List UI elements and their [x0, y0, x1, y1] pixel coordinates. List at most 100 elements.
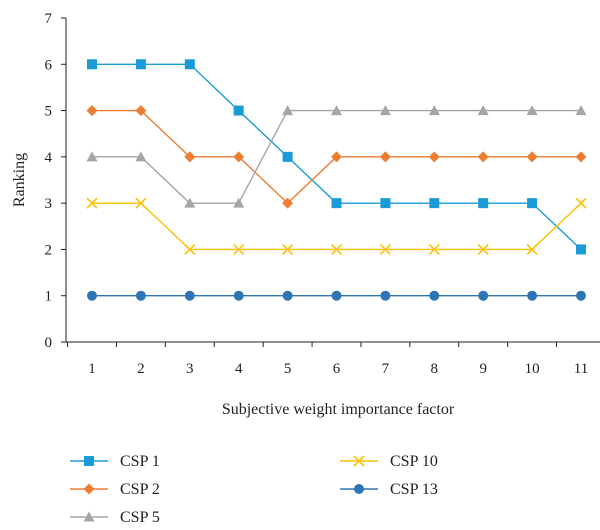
legend-item: CSP 1 [70, 453, 160, 470]
y-tick-label: 6 [45, 57, 53, 73]
series-csp-1 [87, 59, 586, 255]
data-point [575, 197, 587, 209]
data-point [575, 151, 587, 163]
series-csp-5 [86, 105, 587, 208]
legend-label: CSP 10 [390, 453, 438, 470]
x-tick-label: 8 [431, 361, 439, 377]
legend-label: CSP 2 [120, 481, 160, 498]
data-point [478, 198, 489, 209]
data-point [526, 151, 538, 163]
tick-labels: 0 1 2 3 4 5 6 7 1 2 3 4 5 6 7 8 9 10 11 [45, 11, 589, 377]
data-point [429, 290, 440, 301]
legend-item: CSP 2 [70, 481, 160, 498]
data-point [135, 290, 146, 301]
data-point [233, 197, 245, 208]
axes [61, 17, 600, 347]
data-point [282, 243, 294, 255]
legend-marker [83, 483, 95, 495]
data-point [233, 290, 244, 301]
data-point [282, 197, 294, 209]
legend-marker [353, 455, 365, 467]
data-point [428, 243, 440, 255]
legend-label: CSP 5 [120, 509, 160, 526]
data-point [135, 197, 147, 209]
y-tick-label: 4 [45, 150, 53, 166]
x-tick-label: 2 [137, 361, 145, 377]
data-point [379, 151, 391, 163]
data-point [135, 105, 147, 117]
series-csp-10 [86, 197, 587, 255]
data-point [576, 290, 586, 301]
data-point [379, 243, 391, 255]
data-point [379, 105, 391, 116]
data-point [87, 59, 97, 70]
x-tick-label: 4 [235, 361, 243, 377]
y-tick-label: 7 [45, 11, 53, 27]
data-point [233, 243, 245, 255]
data-point [184, 243, 196, 255]
series-csp-2 [86, 105, 587, 209]
series-line [92, 202, 582, 251]
data-point [330, 243, 343, 255]
data-point [233, 151, 245, 163]
x-tick-label: 6 [333, 361, 341, 377]
x-tick-label: 11 [574, 361, 588, 377]
data-point [86, 105, 98, 117]
legend-item: CSP 10 [340, 453, 438, 470]
x-tick-label: 7 [382, 361, 390, 377]
data-point [135, 151, 147, 162]
data-point [526, 105, 538, 116]
data-point [429, 198, 440, 209]
legend-label: CSP 13 [390, 481, 438, 498]
data-point [527, 198, 538, 209]
y-tick-label: 3 [45, 196, 53, 212]
data-point [575, 105, 587, 116]
y-tick-label: 1 [45, 289, 53, 305]
data-point [527, 290, 538, 301]
data-point [576, 244, 586, 255]
legend: CSP 1 CSP 2 CSP 5 CSP 10 CSP 13 [70, 453, 438, 526]
data-point [282, 105, 294, 116]
data-point [477, 105, 489, 116]
legend-label: CSP 1 [120, 453, 160, 470]
x-tick-label: 1 [88, 361, 96, 377]
data-point [428, 151, 440, 163]
data-point [477, 151, 489, 163]
data-point [380, 198, 391, 209]
legend-marker [84, 456, 94, 466]
data-point [478, 290, 489, 301]
series-layer [86, 59, 587, 301]
data-point [331, 290, 342, 301]
data-point [233, 105, 244, 116]
y-tick-label: 2 [45, 242, 53, 258]
data-point [184, 290, 195, 301]
legend-item: CSP 5 [70, 509, 160, 526]
series-csp-13 [87, 290, 586, 301]
data-point [184, 197, 196, 208]
data-point [86, 151, 98, 162]
x-axis-title: Subjective weight importance factor [222, 401, 455, 418]
legend-marker [354, 484, 364, 494]
legend-marker [83, 511, 95, 522]
data-point [87, 290, 97, 301]
data-point [331, 198, 342, 209]
data-point [380, 290, 391, 301]
y-tick-label: 5 [45, 104, 53, 120]
data-point [184, 151, 196, 163]
x-tick-label: 5 [284, 361, 292, 377]
x-tick-label: 3 [186, 361, 194, 377]
data-point [428, 105, 440, 116]
data-point [282, 151, 293, 162]
x-tick-label: 9 [479, 361, 487, 377]
data-point [184, 59, 195, 70]
data-point [86, 197, 98, 209]
data-point [526, 243, 538, 255]
y-tick-label: 0 [45, 335, 53, 351]
data-point [331, 105, 342, 116]
data-point [135, 59, 146, 70]
data-point [282, 290, 293, 301]
data-point [331, 151, 342, 163]
y-axis-title: Ranking [11, 153, 28, 207]
legend-item: CSP 13 [340, 481, 438, 498]
